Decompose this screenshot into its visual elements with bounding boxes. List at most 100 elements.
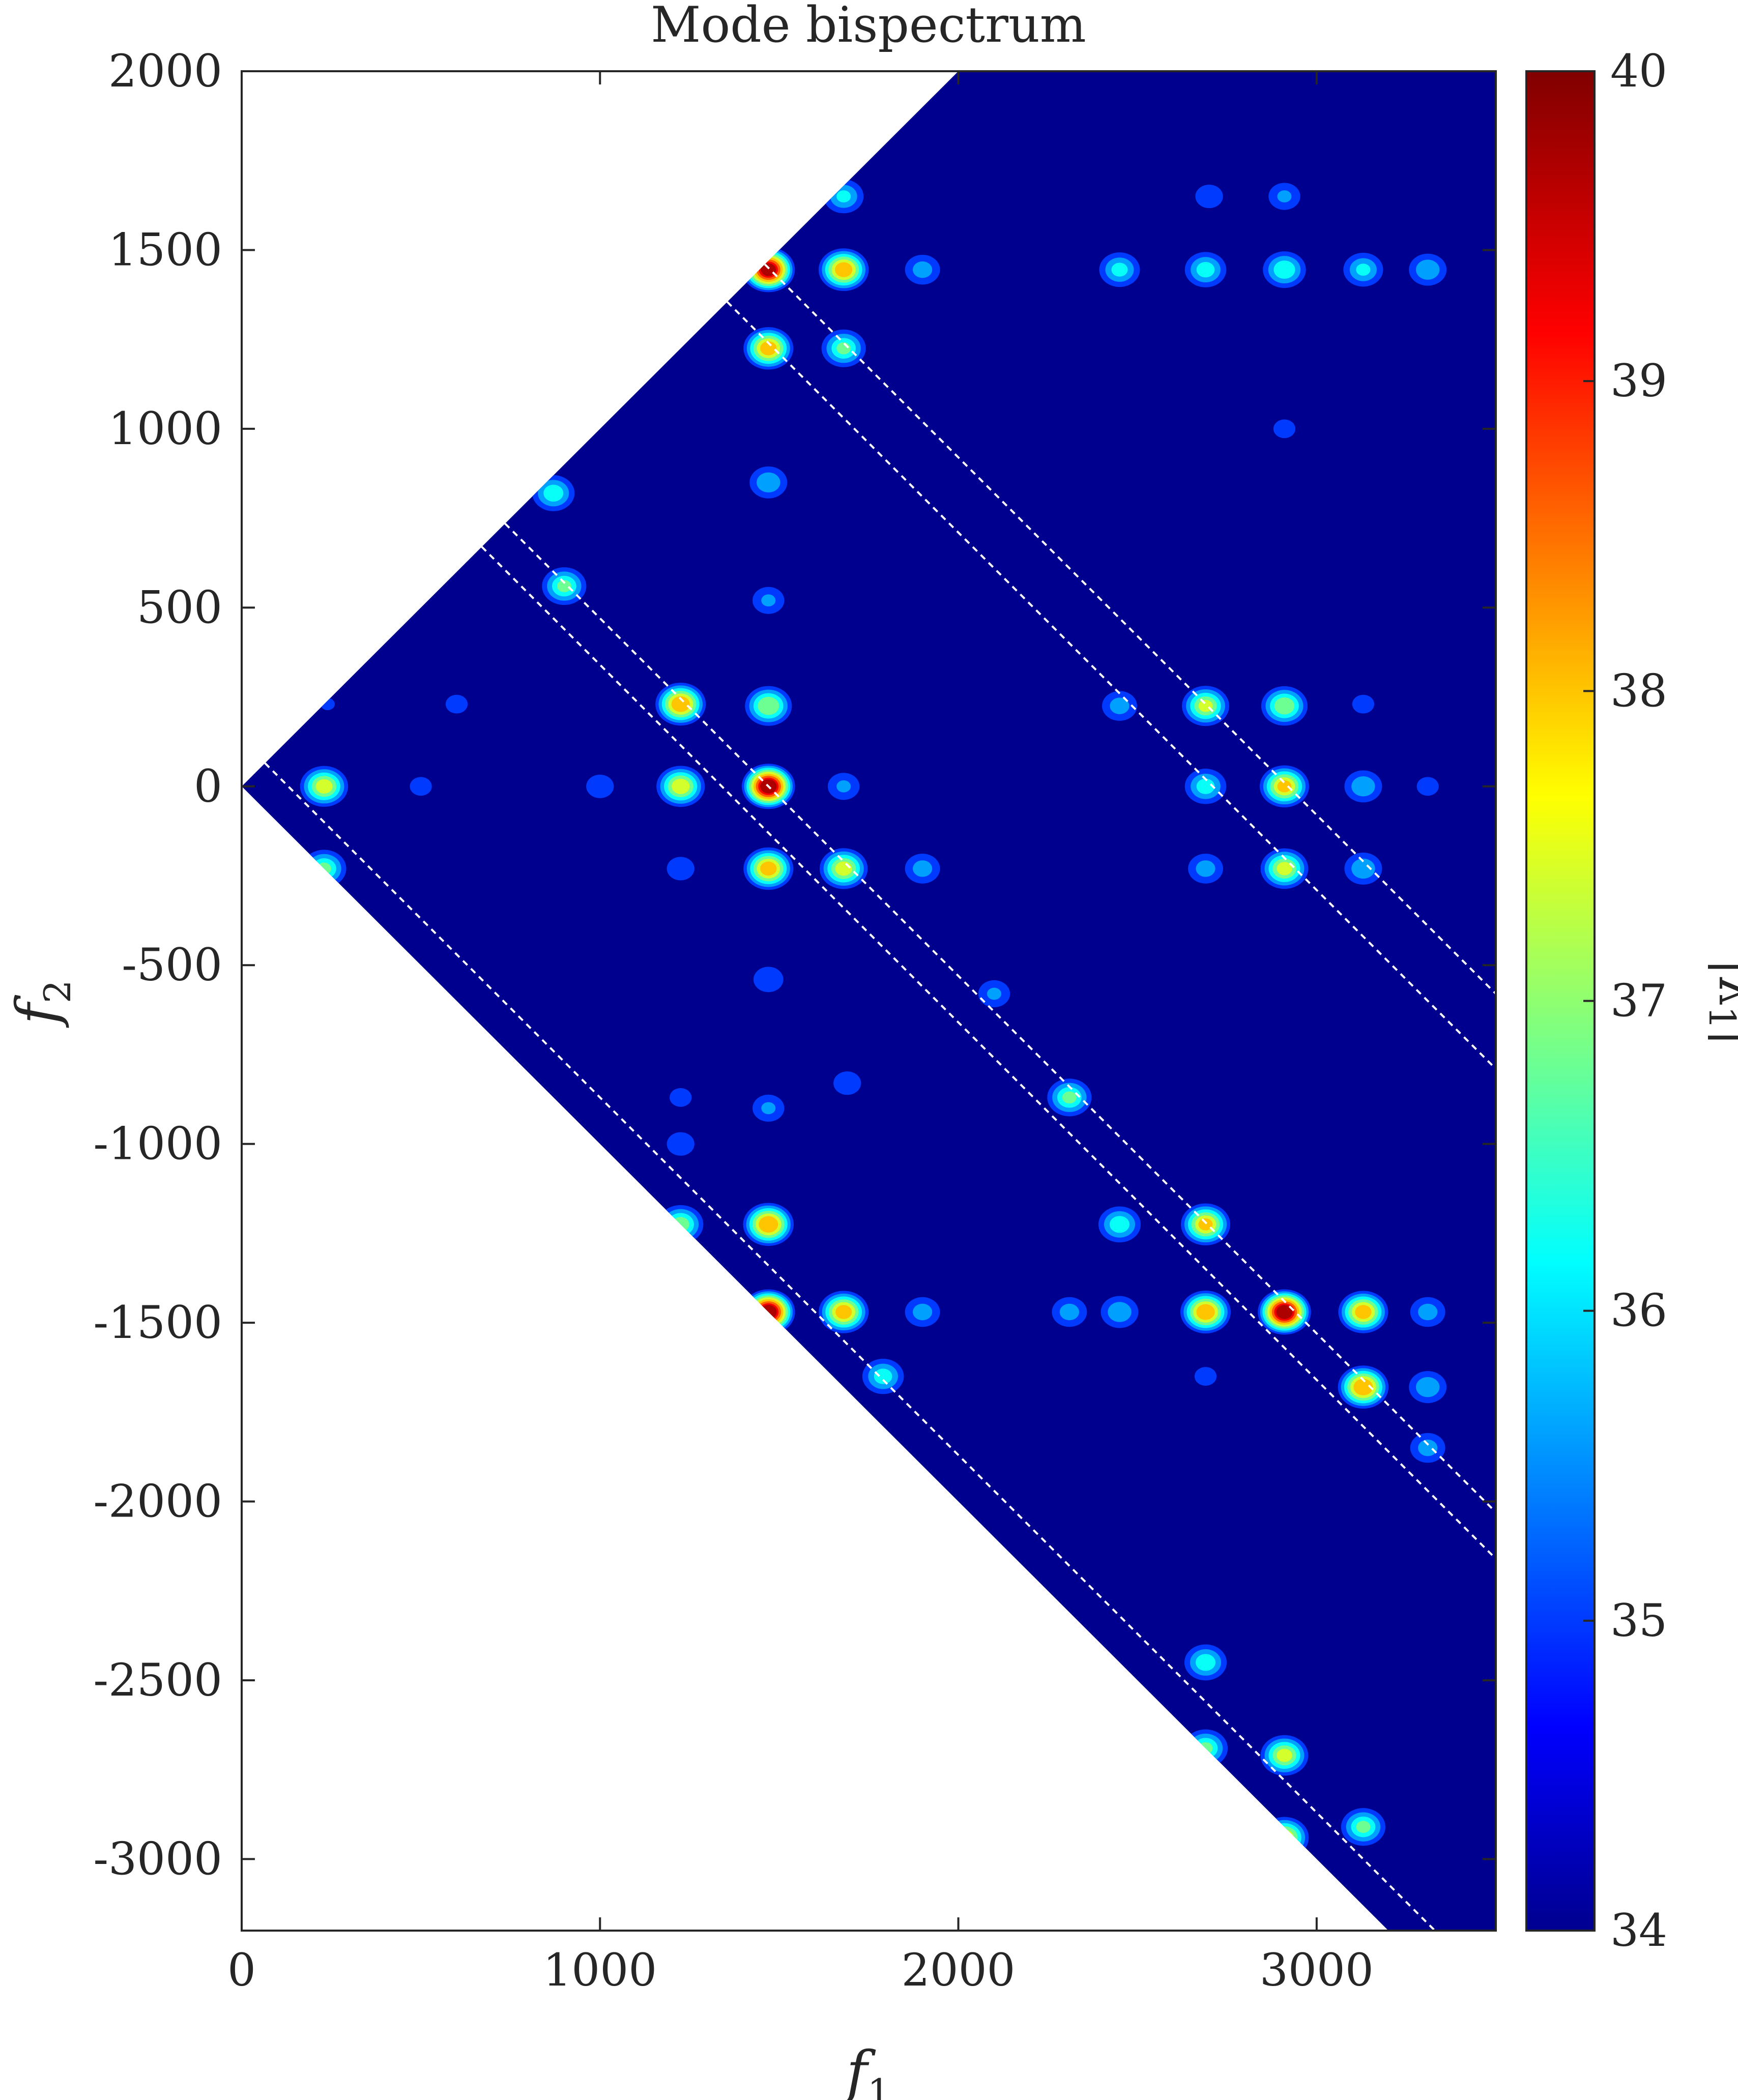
heatmap-peak <box>667 857 694 881</box>
heatmap-peak <box>905 1297 940 1327</box>
heatmap-peak <box>1343 252 1383 287</box>
peak-contour <box>1196 860 1215 877</box>
heatmap-peak <box>1188 854 1223 884</box>
heatmap-peak <box>1182 686 1229 726</box>
peak-contour <box>913 1303 933 1321</box>
peak-contour <box>672 778 690 794</box>
heatmap-peak <box>1052 1297 1087 1327</box>
heatmap-peak <box>1344 770 1382 803</box>
peak-contour <box>836 190 851 202</box>
colorbar-tick-label: 37 <box>1610 975 1667 1027</box>
heatmap-peak <box>300 766 349 807</box>
heatmap-peak <box>978 980 1010 1008</box>
peak-contour <box>1196 778 1215 794</box>
peak-contour <box>1415 259 1440 280</box>
peak-contour <box>1108 1302 1132 1322</box>
y-axis-label: f2 <box>5 980 79 1028</box>
heatmap-peak <box>752 1094 785 1122</box>
peak-contour <box>1109 1216 1130 1233</box>
heatmap-peak <box>818 248 869 291</box>
heatmap-peak <box>586 774 614 798</box>
heatmap-peak <box>1341 1808 1385 1846</box>
peak-contour <box>557 580 571 593</box>
peak-contour <box>1418 1439 1438 1456</box>
heatmap-peak <box>1100 1296 1139 1328</box>
heatmap-peak <box>752 587 785 614</box>
heatmap-peak <box>821 329 866 367</box>
peak-contour <box>1415 1377 1440 1397</box>
heatmap-peaks <box>300 179 1447 1858</box>
peak-contour <box>1418 1303 1438 1321</box>
colorbar-tick-label: 36 <box>1610 1285 1667 1337</box>
y-tick-label: -2000 <box>93 1475 222 1528</box>
heatmap-peak <box>1194 1367 1217 1386</box>
y-tick-label: -500 <box>122 939 222 991</box>
x-tick-label: 3000 <box>1260 1944 1374 1996</box>
heatmap-peak <box>656 766 705 807</box>
heatmap-peak <box>445 694 468 714</box>
heatmap-layer <box>242 71 1496 1931</box>
heatmap-peak <box>1261 686 1308 726</box>
colorbar-label: |λ1| <box>1701 958 1738 1045</box>
peak-contour <box>1196 261 1215 278</box>
dashed-lines <box>264 264 1496 1931</box>
heatmap-peak <box>819 848 868 889</box>
colorbar-ticks: 40 39 38 37 36 35 34 <box>1583 45 1667 1957</box>
x-axis-ticks: 0 1000 2000 3000 <box>227 71 1374 1996</box>
x-axis-label: f1 <box>843 2039 890 2100</box>
heatmap-peak <box>1268 183 1300 210</box>
peak-contour <box>1059 1303 1080 1321</box>
colorbar-tick-label: 39 <box>1610 355 1667 407</box>
peak-contour <box>667 1132 694 1156</box>
y-tick-label: 1000 <box>108 402 222 455</box>
peak-contour <box>1416 777 1439 796</box>
heatmap-peak <box>833 1071 861 1095</box>
peak-contour <box>1352 694 1375 714</box>
heatmap-peak <box>1259 765 1309 807</box>
peak-contour <box>1277 862 1292 876</box>
heatmap-peak <box>1260 1735 1309 1776</box>
peak-contour <box>1277 1748 1292 1762</box>
heatmap-peak <box>1258 1289 1311 1335</box>
peak-contour <box>761 594 776 607</box>
peak-contour <box>1111 262 1128 277</box>
peak-contour <box>835 861 852 876</box>
peak-contour <box>671 696 690 712</box>
peak-contour <box>835 1305 852 1319</box>
y-tick-label: -3000 <box>93 1832 222 1885</box>
heatmap-peak <box>1180 1290 1231 1334</box>
peak-contour <box>760 861 777 876</box>
heatmap-peak <box>1184 769 1227 804</box>
peak-contour <box>836 780 851 793</box>
heatmap-peak <box>670 1088 692 1107</box>
peak-contour <box>1351 776 1375 797</box>
heatmap-peak <box>1410 1297 1445 1327</box>
peak-contour <box>1274 697 1295 715</box>
heatmap-peak <box>753 967 784 993</box>
colorbar-tick-label: 40 <box>1610 45 1667 97</box>
heatmap-peak <box>827 773 860 800</box>
heatmap-background <box>242 71 1496 1931</box>
peak-contour <box>1356 264 1371 276</box>
colorbar-tick-label: 35 <box>1610 1594 1667 1647</box>
peak-contour <box>761 1102 776 1115</box>
colorbar-tick-label: 34 <box>1610 1904 1667 1957</box>
dashed-line <box>264 762 1496 1931</box>
peak-contour <box>667 857 694 881</box>
peak-contour <box>833 1071 861 1095</box>
y-tick-label: -2500 <box>93 1654 222 1706</box>
heatmap-peak <box>1344 852 1382 885</box>
heatmap-peak <box>1047 1078 1092 1117</box>
heatmap-peak <box>1338 1291 1388 1333</box>
peak-contour <box>758 696 779 715</box>
heatmap-peak <box>1184 1644 1227 1681</box>
y-tick-label: 0 <box>194 760 222 812</box>
peak-contour <box>874 1368 892 1384</box>
heatmap-peak <box>749 466 788 499</box>
peak-contour <box>1273 260 1295 279</box>
peak-contour <box>1356 1821 1371 1833</box>
x-tick-label: 0 <box>227 1944 256 1996</box>
heatmap-peak <box>905 254 940 285</box>
peak-contour <box>834 262 853 277</box>
heatmap-peak <box>1184 252 1227 287</box>
